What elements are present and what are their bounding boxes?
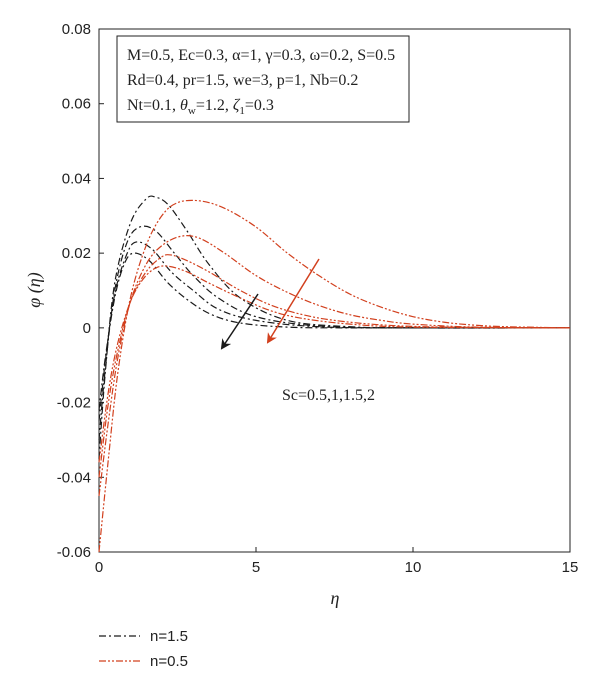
series-line-n15-sc-2: [98, 252, 571, 411]
series-line-n05-sc-0_5: [98, 199, 571, 553]
x-tick-label: 5: [252, 559, 260, 576]
y-tick-label: -0.04: [57, 469, 91, 486]
x-tick-label: 0: [95, 559, 103, 576]
axis-ticks: 0 5 10 15 -0.06 -0.04 -0.02 0 0.02 0.04 0.06 0.08: [57, 21, 579, 576]
parameter-line-3: Nt=0.1, θw=1.2, ζ1=0.3: [127, 97, 274, 117]
y-axis-label: φ (η): [24, 272, 45, 307]
series-line-n05-sc-1_5: [98, 253, 571, 478]
legend: n=1.5 n=0.5: [99, 628, 188, 670]
data-curves: [98, 195, 571, 553]
legend-label-n05: n=0.5: [150, 653, 188, 670]
x-tick-label: 15: [562, 559, 579, 576]
y-tick-label: 0: [83, 320, 91, 337]
black-trend-arrow: [220, 293, 259, 350]
red-trend-arrow: [266, 258, 320, 344]
series-line-n05-sc-2: [98, 265, 571, 463]
plot-frame: [98, 28, 571, 553]
y-tick-label: -0.06: [57, 544, 91, 561]
parameter-line-2: Rd=0.4, pr=1.5, we=3, p=1, Nb=0.2: [127, 72, 358, 89]
series-line-n15-sc-1: [98, 225, 571, 440]
y-tick-label: 0.02: [62, 245, 91, 262]
y-tick-label: -0.02: [57, 395, 91, 412]
y-tick-label: 0.06: [62, 96, 91, 113]
legend-label-n15: n=1.5: [150, 628, 188, 645]
parameter-box: [116, 35, 410, 123]
y-tick-label: 0.08: [62, 21, 91, 38]
series-line-n15-sc-1_5: [98, 241, 571, 422]
sc-annotation: Sc=0.5,1,1.5,2: [282, 387, 375, 404]
series-line-n05-sc-1: [98, 235, 571, 497]
x-tick-label: 10: [405, 559, 422, 576]
series-line-n15-sc-0_5: [98, 195, 571, 459]
parameter-line-1: M=0.5, Ec=0.3, α=1, γ=0.3, ω=0.2, S=0.5: [127, 47, 395, 64]
y-tick-label: 0.04: [62, 170, 91, 187]
x-axis-label: η: [331, 588, 340, 608]
